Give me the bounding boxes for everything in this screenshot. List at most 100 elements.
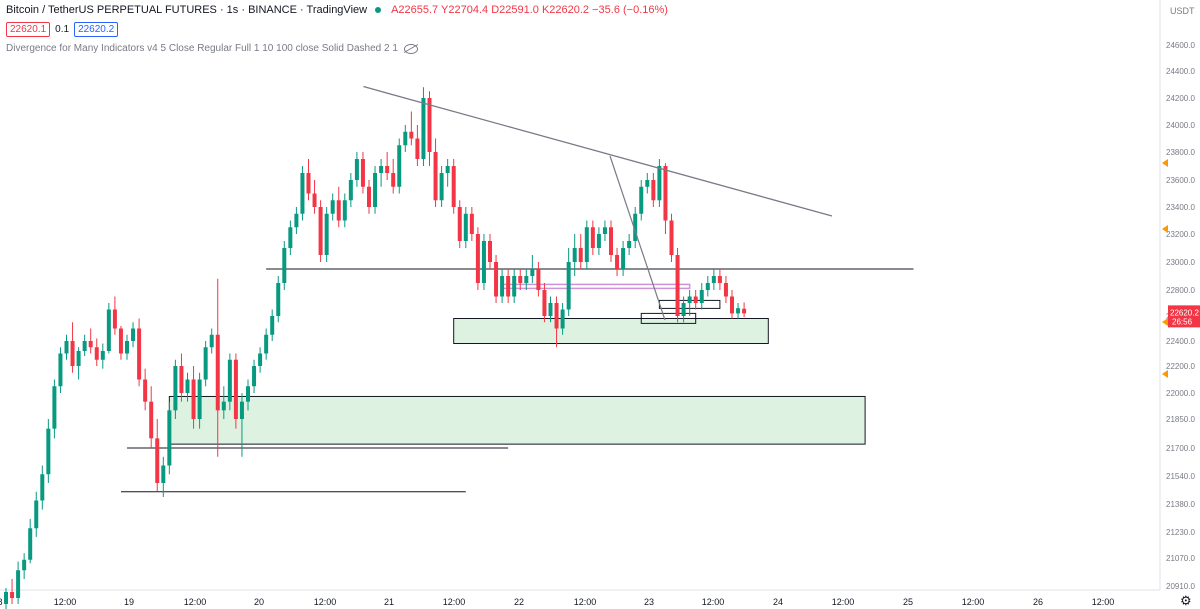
candle-body	[373, 173, 378, 207]
impulse-line	[609, 155, 666, 321]
candle-body	[705, 283, 710, 290]
candle-body	[657, 166, 662, 201]
candle-body	[421, 98, 426, 159]
range-box	[640, 312, 697, 324]
candle-body	[602, 227, 607, 234]
candle-body	[252, 366, 257, 387]
candle-body	[627, 241, 632, 248]
candle-body	[584, 227, 589, 262]
candle-body	[215, 334, 220, 411]
x-tick-label: 23	[644, 597, 654, 607]
x-tick-label: 12:00	[54, 597, 77, 607]
x-tick-label: 12:00	[832, 597, 855, 607]
purple-level-box	[501, 283, 691, 290]
countdown-label: 26:56	[1172, 317, 1193, 326]
candle-body	[239, 401, 244, 419]
candle-body	[46, 428, 51, 475]
candle-body	[590, 227, 595, 248]
y-tick-label: 22400.0	[1166, 337, 1195, 346]
candle-body	[336, 200, 341, 221]
candle-body	[16, 570, 21, 598]
candle-body	[149, 401, 154, 439]
demand-zone	[168, 395, 866, 445]
x-tick-label: 12:00	[443, 597, 466, 607]
x-tick-label: 21	[384, 597, 394, 607]
buy-button[interactable]: 22620.2	[74, 22, 119, 37]
current-price-tag	[1168, 305, 1200, 328]
candle-body	[494, 262, 499, 297]
candle-body	[530, 269, 535, 276]
candle-body	[348, 180, 353, 201]
y-tick-label: 24000.0	[1166, 121, 1195, 130]
x-tick-label: 12:00	[184, 597, 207, 607]
ohlc-values: A22655.7 Y22704.4 D22591.0 K22620.2 −35.…	[391, 4, 668, 16]
candle-body	[367, 186, 371, 207]
y-tick-label: 23800.0	[1166, 148, 1195, 157]
demand-zone	[453, 318, 769, 344]
candle-body	[578, 248, 583, 262]
symbol-title[interactable]: Bitcoin / TetherUS PERPETUAL FUTURES · 1…	[6, 4, 368, 16]
y-tick-label: 23000.0	[1166, 258, 1195, 267]
x-tick-label: 24	[773, 597, 783, 607]
candle-body	[246, 386, 250, 402]
candle-body	[663, 166, 668, 221]
candle-body	[560, 309, 565, 329]
candle-body	[100, 351, 105, 360]
sell-button[interactable]: 22620.1	[6, 22, 51, 37]
candle-body	[651, 180, 656, 201]
candle-body	[524, 276, 529, 283]
candle-body	[639, 186, 644, 214]
candle-body	[445, 166, 450, 173]
candle-body	[76, 351, 81, 366]
y-tick-label: 21380.0	[1166, 500, 1195, 509]
y-tick-label: 23200.0	[1166, 230, 1195, 239]
trade-row: 22620.1 0.1 22620.2	[6, 22, 119, 37]
candle-body	[227, 359, 232, 402]
x-tick-label: 12:00	[702, 597, 725, 607]
eye-crossed-icon[interactable]	[403, 43, 418, 54]
candle-body	[318, 207, 323, 255]
candle-body	[191, 379, 196, 419]
x-tick-label: 26	[1033, 597, 1043, 607]
y-tick-label: 21230.0	[1166, 528, 1195, 537]
candle-body	[723, 283, 728, 297]
x-tick-label: 25	[903, 597, 913, 607]
alert-marker-icon	[1162, 370, 1168, 378]
candle-body	[536, 269, 541, 290]
candle-body	[82, 341, 87, 351]
candle-body	[197, 379, 202, 419]
candle-body	[10, 592, 15, 598]
y-tick-label: 24400.0	[1166, 67, 1195, 76]
currency-label[interactable]: USDT	[1170, 6, 1195, 16]
candle-body	[221, 401, 226, 411]
candle-body	[88, 341, 93, 348]
indicator-legend[interactable]: Divergence for Many Indicators v4 5 Clos…	[6, 43, 418, 54]
gear-icon[interactable]: ⚙	[1180, 593, 1192, 608]
y-tick-label: 22800.0	[1166, 286, 1195, 295]
candle-body	[300, 173, 305, 214]
y-tick-label: 22000.0	[1166, 389, 1195, 398]
x-tick-label: 12:00	[1092, 597, 1115, 607]
x-tick-label: 12:00	[574, 597, 597, 607]
candle-body	[675, 255, 680, 316]
candle-body	[488, 241, 492, 262]
candle-body	[633, 213, 638, 241]
candle-body	[548, 303, 553, 316]
candle-body	[699, 290, 704, 303]
y-tick-label: 21540.0	[1166, 472, 1195, 481]
chart-header: Bitcoin / TetherUS PERPETUAL FUTURES · 1…	[6, 4, 668, 16]
indicator-label: Divergence for Many Indicators v4 5 Clos…	[6, 43, 398, 54]
candle-body	[427, 98, 432, 152]
candle-body	[94, 347, 99, 360]
candle-body	[40, 474, 45, 501]
candle-body	[554, 303, 559, 329]
candle-body	[28, 528, 33, 560]
candle-body	[409, 131, 414, 139]
candle-body	[566, 262, 571, 310]
candle-body	[106, 309, 111, 351]
candle-body	[439, 173, 444, 201]
candle-body	[742, 308, 747, 314]
candle-body	[360, 159, 365, 187]
candle-body	[687, 296, 692, 303]
